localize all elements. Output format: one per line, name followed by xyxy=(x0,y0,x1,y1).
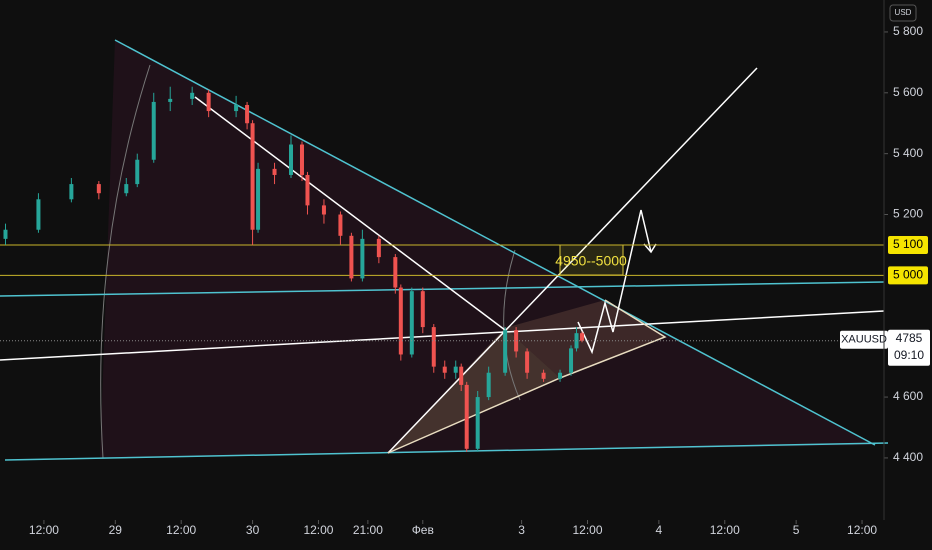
countdown: 09:10 xyxy=(894,348,924,362)
candle-body xyxy=(398,287,403,355)
candle-body xyxy=(69,184,74,200)
candle-body xyxy=(486,372,491,398)
candle-body xyxy=(580,333,585,341)
candle-body xyxy=(305,174,310,206)
candle-body xyxy=(569,348,574,373)
y-tick-label: 4 600 xyxy=(893,389,923,403)
pennant-zone xyxy=(505,300,665,378)
candle-body xyxy=(96,184,101,194)
candle-body xyxy=(206,92,211,112)
candle-body xyxy=(453,366,458,373)
trend-line xyxy=(114,39,876,446)
x-tick-label: 4 xyxy=(656,523,663,537)
shaded-zone xyxy=(100,40,875,458)
candle-body xyxy=(151,101,156,160)
x-tick-label: 12:00 xyxy=(166,523,196,537)
trend-line xyxy=(0,281,885,297)
candle-body xyxy=(272,168,277,175)
currency: USD xyxy=(895,8,912,17)
candle-body xyxy=(464,384,469,449)
candle-body xyxy=(338,214,343,236)
candle-body xyxy=(360,238,365,279)
triangle-zone xyxy=(388,328,560,453)
x-tick-label: 12:00 xyxy=(572,523,602,537)
x-tick-label: 30 xyxy=(246,523,260,537)
candle-body xyxy=(289,144,294,175)
candle-body xyxy=(503,330,508,373)
candle-body xyxy=(190,92,195,99)
x-tick-label: 12:00 xyxy=(303,523,333,537)
x-tick-label: Фев xyxy=(412,523,434,537)
candle-body xyxy=(349,235,354,279)
trend-line xyxy=(387,67,758,454)
x-tick-label: 5 xyxy=(793,523,800,537)
candle-body xyxy=(250,123,255,230)
trend-line xyxy=(0,310,885,361)
candle-body xyxy=(168,98,173,102)
candle-body xyxy=(525,351,530,373)
x-tick-label: 21:00 xyxy=(353,523,383,537)
level-label-box xyxy=(888,235,928,254)
y-tick-label: 4 400 xyxy=(893,450,923,464)
candle-body xyxy=(321,205,326,215)
candle-body xyxy=(234,104,239,112)
trend-line xyxy=(194,96,506,331)
candle-body xyxy=(256,168,261,230)
candle-body xyxy=(245,104,250,124)
fib-arc xyxy=(100,64,151,459)
price-box xyxy=(888,329,930,366)
symbol-box xyxy=(840,330,888,349)
candle-body xyxy=(393,257,398,288)
x-tick-label: 29 xyxy=(109,523,123,537)
projection-path xyxy=(577,209,652,355)
annotation: 4950--5000 xyxy=(555,253,627,269)
trend-line xyxy=(4,442,889,461)
symbol-label: XAUUSD xyxy=(841,334,887,346)
projection-arrow xyxy=(643,243,657,254)
candle-body xyxy=(442,366,447,373)
x-tick-label: 12:00 xyxy=(710,523,740,537)
candle-body xyxy=(475,397,480,449)
candle-body xyxy=(409,291,414,355)
y-tick-label: 5 400 xyxy=(893,146,923,160)
y-tick-label: 5 800 xyxy=(893,24,923,38)
plot: 4 400 4 600 5 200 5 400 5 600 5 800 12:00 29 12:… xyxy=(0,24,930,537)
candle-body xyxy=(3,229,8,239)
candle-body xyxy=(431,327,436,367)
fib-arc xyxy=(503,249,521,401)
candle-body xyxy=(135,159,140,185)
candle-body xyxy=(420,291,425,328)
x-tick-label: 12:00 xyxy=(29,523,59,537)
y-tick-label: 5 200 xyxy=(893,207,923,221)
currency-box xyxy=(889,4,917,22)
candle-body xyxy=(558,372,563,379)
level-label: 5 100 xyxy=(893,237,923,251)
candle-body xyxy=(124,184,129,194)
last-price: 4785 xyxy=(896,331,923,345)
candle-body xyxy=(376,238,381,258)
level-label-box xyxy=(888,266,928,285)
candle-body xyxy=(36,199,41,230)
level-label: 5 000 xyxy=(893,268,923,282)
y-tick-label: 5 600 xyxy=(893,85,923,99)
x-tick-label: 12:00 xyxy=(847,523,877,537)
x-tick-label: 3 xyxy=(518,523,525,537)
triangle-outline xyxy=(387,299,667,454)
candle-body xyxy=(299,144,304,175)
candle-body xyxy=(459,366,464,385)
candle-body xyxy=(541,372,546,379)
